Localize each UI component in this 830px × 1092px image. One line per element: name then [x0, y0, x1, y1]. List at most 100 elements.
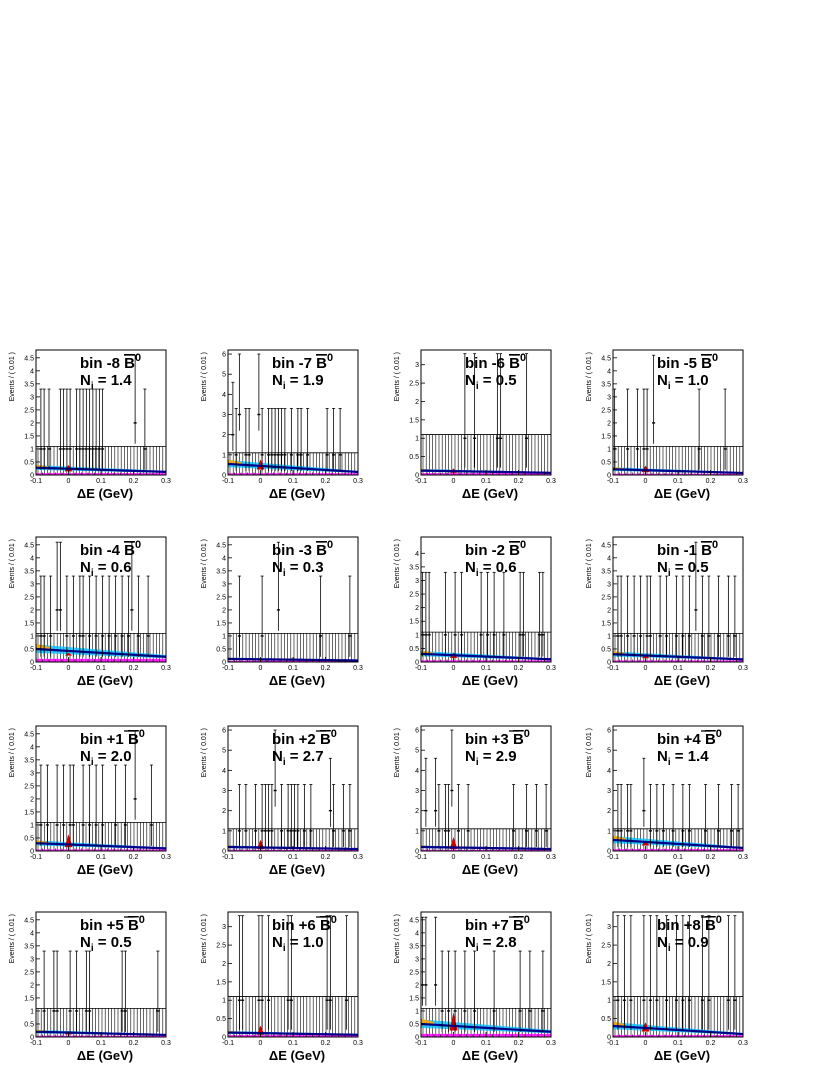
- data-point: [648, 784, 652, 847]
- y-tick-label: 1: [30, 633, 34, 640]
- data-point: [260, 915, 264, 1030]
- x-tick-label: 0: [259, 665, 263, 672]
- data-point: [52, 950, 56, 1032]
- total-fit-curve: [420, 1022, 552, 1033]
- x-tick-label: -0.1: [607, 854, 619, 861]
- data-point: [348, 575, 352, 657]
- n-value: = 0.6: [94, 559, 132, 576]
- data-point: [276, 408, 280, 471]
- b-superscript: 0: [716, 728, 722, 740]
- n-label: Ni = 0.6: [80, 559, 132, 579]
- x-axis-label: ΔE (GeV): [77, 486, 133, 501]
- x-tick-label: -0.1: [222, 854, 234, 861]
- data-point: [338, 408, 342, 471]
- x-tick-label: 0: [259, 1040, 263, 1047]
- y-tick-label: 2: [415, 399, 419, 406]
- n-value: = 0.9: [671, 934, 709, 951]
- y-tick-label: 2: [607, 420, 611, 427]
- total-fit-curve: [35, 647, 167, 658]
- y-tick-label: 3.5: [601, 568, 611, 575]
- n-value: = 2.7: [286, 748, 324, 765]
- bin-label: bin -6: [465, 355, 509, 372]
- data-point: [84, 950, 88, 1032]
- x-axis-label: ΔE (GeV): [269, 1048, 325, 1063]
- data-point: [123, 764, 127, 846]
- data-point: [65, 388, 69, 470]
- b-superscript: 0: [331, 728, 337, 740]
- data-point: [114, 764, 118, 846]
- data-point: [88, 388, 92, 470]
- plot-panel: -0.1 0 0.1 0.2 0.3 0.5 1 1.5 2 2.5 3 3.5 4 4.5 0 Events…: [0, 340, 190, 530]
- data-point: [309, 784, 313, 847]
- n-subscript: i: [91, 943, 94, 954]
- b-bar-label: B: [320, 917, 331, 934]
- data-point: [437, 784, 441, 847]
- data-point: [332, 408, 336, 471]
- n-label: Ni = 2.0: [80, 748, 132, 768]
- x-tick-label: 0.2: [706, 854, 716, 861]
- n-value: = 1.0: [286, 934, 324, 951]
- uncertainty-band: [421, 434, 552, 475]
- data-point: [289, 784, 293, 847]
- data-point: [237, 915, 241, 1030]
- plot-panel: -0.1 0 0.1 0.2 0.3 1 2 3 4 5 6 0 Events / ( 0.01 ) ΔE…: [192, 340, 382, 530]
- data-point: [293, 784, 297, 847]
- x-tick-label: 0.3: [738, 854, 748, 861]
- data-point: [492, 950, 496, 1032]
- n-symbol: N: [272, 372, 283, 389]
- y-tick-label: 3.5: [409, 943, 419, 950]
- data-point: [58, 541, 62, 631]
- x-tick-label: 0: [259, 478, 263, 485]
- plot-panel: -0.1 0 0.1 0.2 0.3 1 2 3 4 5 6 0 Events / ( 0.01 ) ΔE…: [192, 716, 382, 906]
- data-point: [421, 571, 425, 657]
- n-value: = 1.9: [286, 372, 324, 389]
- plot-panel: -0.1 0 0.1 0.2 0.3 0.5 1 1.5 2 2.5 3 3.5 4 4.5 0 Events…: [0, 527, 190, 717]
- y-tick-label: 5: [222, 372, 226, 379]
- x-axis-label: ΔE (GeV): [654, 862, 710, 877]
- y-axis-label: Events / ( 0.01 ): [586, 352, 593, 401]
- data-point: [348, 784, 352, 847]
- data-point: [156, 950, 160, 1032]
- y-tick-label: 2.5: [601, 407, 611, 414]
- y-tick-label: 1: [607, 998, 611, 1005]
- x-tick-label: 0: [259, 854, 263, 861]
- data-point: [642, 757, 646, 827]
- x-tick-label: 0.3: [161, 854, 171, 861]
- x-tick-label: 0.1: [96, 854, 106, 861]
- data-point: [434, 757, 438, 827]
- data-point: [499, 353, 503, 468]
- data-point: [736, 784, 740, 847]
- x-tick-label: 0.3: [353, 665, 363, 672]
- data-point: [424, 916, 428, 1006]
- data-point: [544, 784, 548, 847]
- data-point: [68, 950, 72, 1032]
- n-subscript: i: [668, 381, 671, 392]
- data-point: [473, 353, 477, 468]
- y-tick-label: 2: [30, 607, 34, 614]
- x-tick-label: 0.2: [129, 478, 139, 485]
- data-point: [525, 784, 529, 847]
- y-tick-label: 1: [607, 633, 611, 640]
- y-tick-label: 2.5: [409, 969, 419, 976]
- y-tick-label: 0.5: [409, 454, 419, 461]
- data-point: [88, 950, 92, 1032]
- y-tick-label: 3: [30, 956, 34, 963]
- x-tick-label: 0.2: [129, 1040, 139, 1047]
- uncertainty-band: [228, 996, 359, 1037]
- y-tick-label-zero: 0: [30, 1035, 34, 1042]
- y-tick-label-zero: 0: [607, 1035, 611, 1042]
- y-tick-label: 2.5: [24, 407, 34, 414]
- data-point: [456, 784, 460, 847]
- y-tick-label: 3.5: [24, 943, 34, 950]
- y-tick-label-zero: 0: [30, 660, 34, 667]
- x-tick-label: 0: [452, 1040, 456, 1047]
- data-point: [687, 575, 691, 657]
- panel-title: bin -1 B0: [657, 539, 718, 559]
- y-tick-label: 3: [30, 770, 34, 777]
- x-tick-label: 0.1: [673, 1040, 683, 1047]
- data-point: [94, 575, 98, 657]
- data-point: [518, 950, 522, 1032]
- n-value: = 1.4: [94, 372, 133, 389]
- y-tick-label: 4: [30, 744, 34, 751]
